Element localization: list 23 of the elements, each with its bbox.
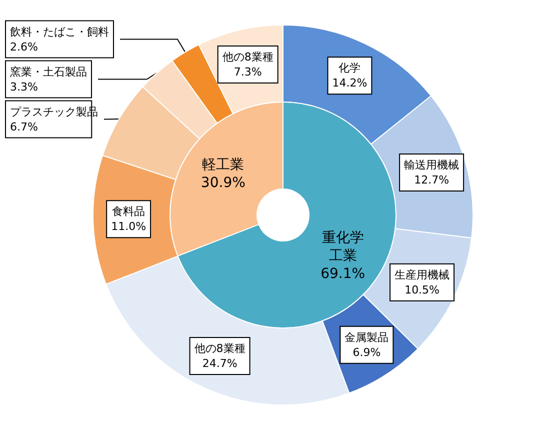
data-label: 2.6% xyxy=(10,40,38,54)
slice-label: 軽工業 xyxy=(202,157,244,174)
slice-label: 他の8業種 xyxy=(194,342,246,355)
slice-label: 金属製品 xyxy=(344,330,389,344)
data-label: 69.1% xyxy=(320,266,366,282)
slice-label: 輸送用機械 xyxy=(404,158,460,172)
slice-label: 他の8業種 xyxy=(222,50,274,64)
data-label: 12.7% xyxy=(414,174,450,187)
data-label: 6.9% xyxy=(352,346,381,359)
slice-label: 飲料・たばこ・飼料 xyxy=(10,25,109,38)
slice-label: 窯業・土石製品 xyxy=(10,65,87,78)
slice-label: 化学 xyxy=(338,62,361,75)
data-label: 6.7% xyxy=(10,120,38,134)
data-label: 3.3% xyxy=(10,80,38,94)
data-label: 7.3% xyxy=(234,66,262,79)
slice-label: 生産用機械 xyxy=(394,268,450,282)
data-label: 30.9% xyxy=(200,175,246,192)
slice-label: 重化学工業 xyxy=(322,230,364,264)
data-label: 14.2% xyxy=(332,76,368,90)
slice-label: 食料品 xyxy=(112,205,146,218)
data-label: 24.7% xyxy=(202,356,238,370)
data-label: 10.5% xyxy=(404,283,440,296)
data-label: 11.0% xyxy=(111,220,146,234)
